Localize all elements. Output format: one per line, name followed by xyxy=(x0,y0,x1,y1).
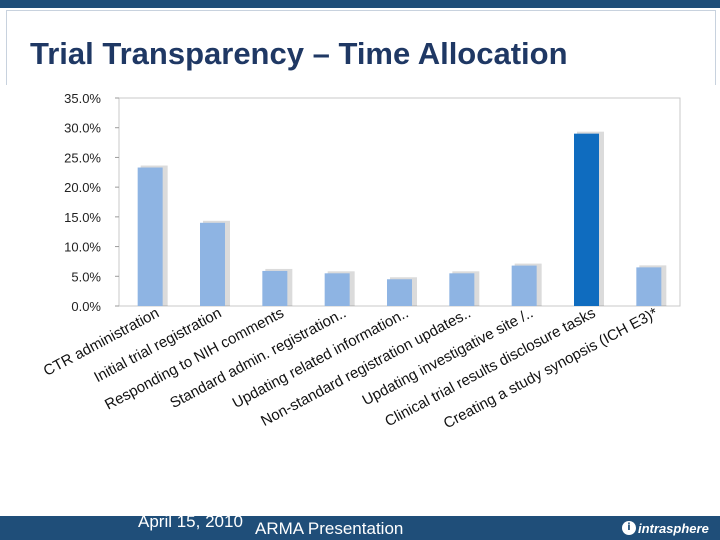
bar-2 xyxy=(200,222,225,306)
intrasphere-logo-icon: i xyxy=(622,521,636,535)
bar-7 xyxy=(511,265,537,306)
y-tick-label: 10.0% xyxy=(64,240,101,255)
y-tick-label: 35.0% xyxy=(64,91,101,106)
intrasphere-logo: i intrasphere xyxy=(622,518,709,538)
title-frame xyxy=(6,10,716,85)
top-accent-bar xyxy=(0,0,720,8)
y-tick-label: 15.0% xyxy=(64,210,101,225)
bar-3 xyxy=(262,270,288,306)
bar-5 xyxy=(387,279,412,306)
y-tick-label: 25.0% xyxy=(64,150,101,165)
footer-presentation-name: ARMA Presentation xyxy=(255,519,404,538)
bar-4 xyxy=(324,273,350,306)
bar-8 xyxy=(574,133,599,306)
bar-1 xyxy=(137,167,163,306)
footer-date: April 15, 2010 xyxy=(138,512,243,531)
bar-6 xyxy=(449,273,475,306)
slide-title: Trial Transparency – Time Allocation xyxy=(30,36,568,71)
y-tick-label: 20.0% xyxy=(64,180,101,195)
bar-9 xyxy=(636,267,662,306)
y-tick-label: 30.0% xyxy=(64,121,101,136)
y-tick-label: 0.0% xyxy=(71,299,101,314)
logo-text: intrasphere xyxy=(638,520,709,536)
footer-bar xyxy=(0,516,720,540)
y-tick-label: 5.0% xyxy=(71,269,101,284)
